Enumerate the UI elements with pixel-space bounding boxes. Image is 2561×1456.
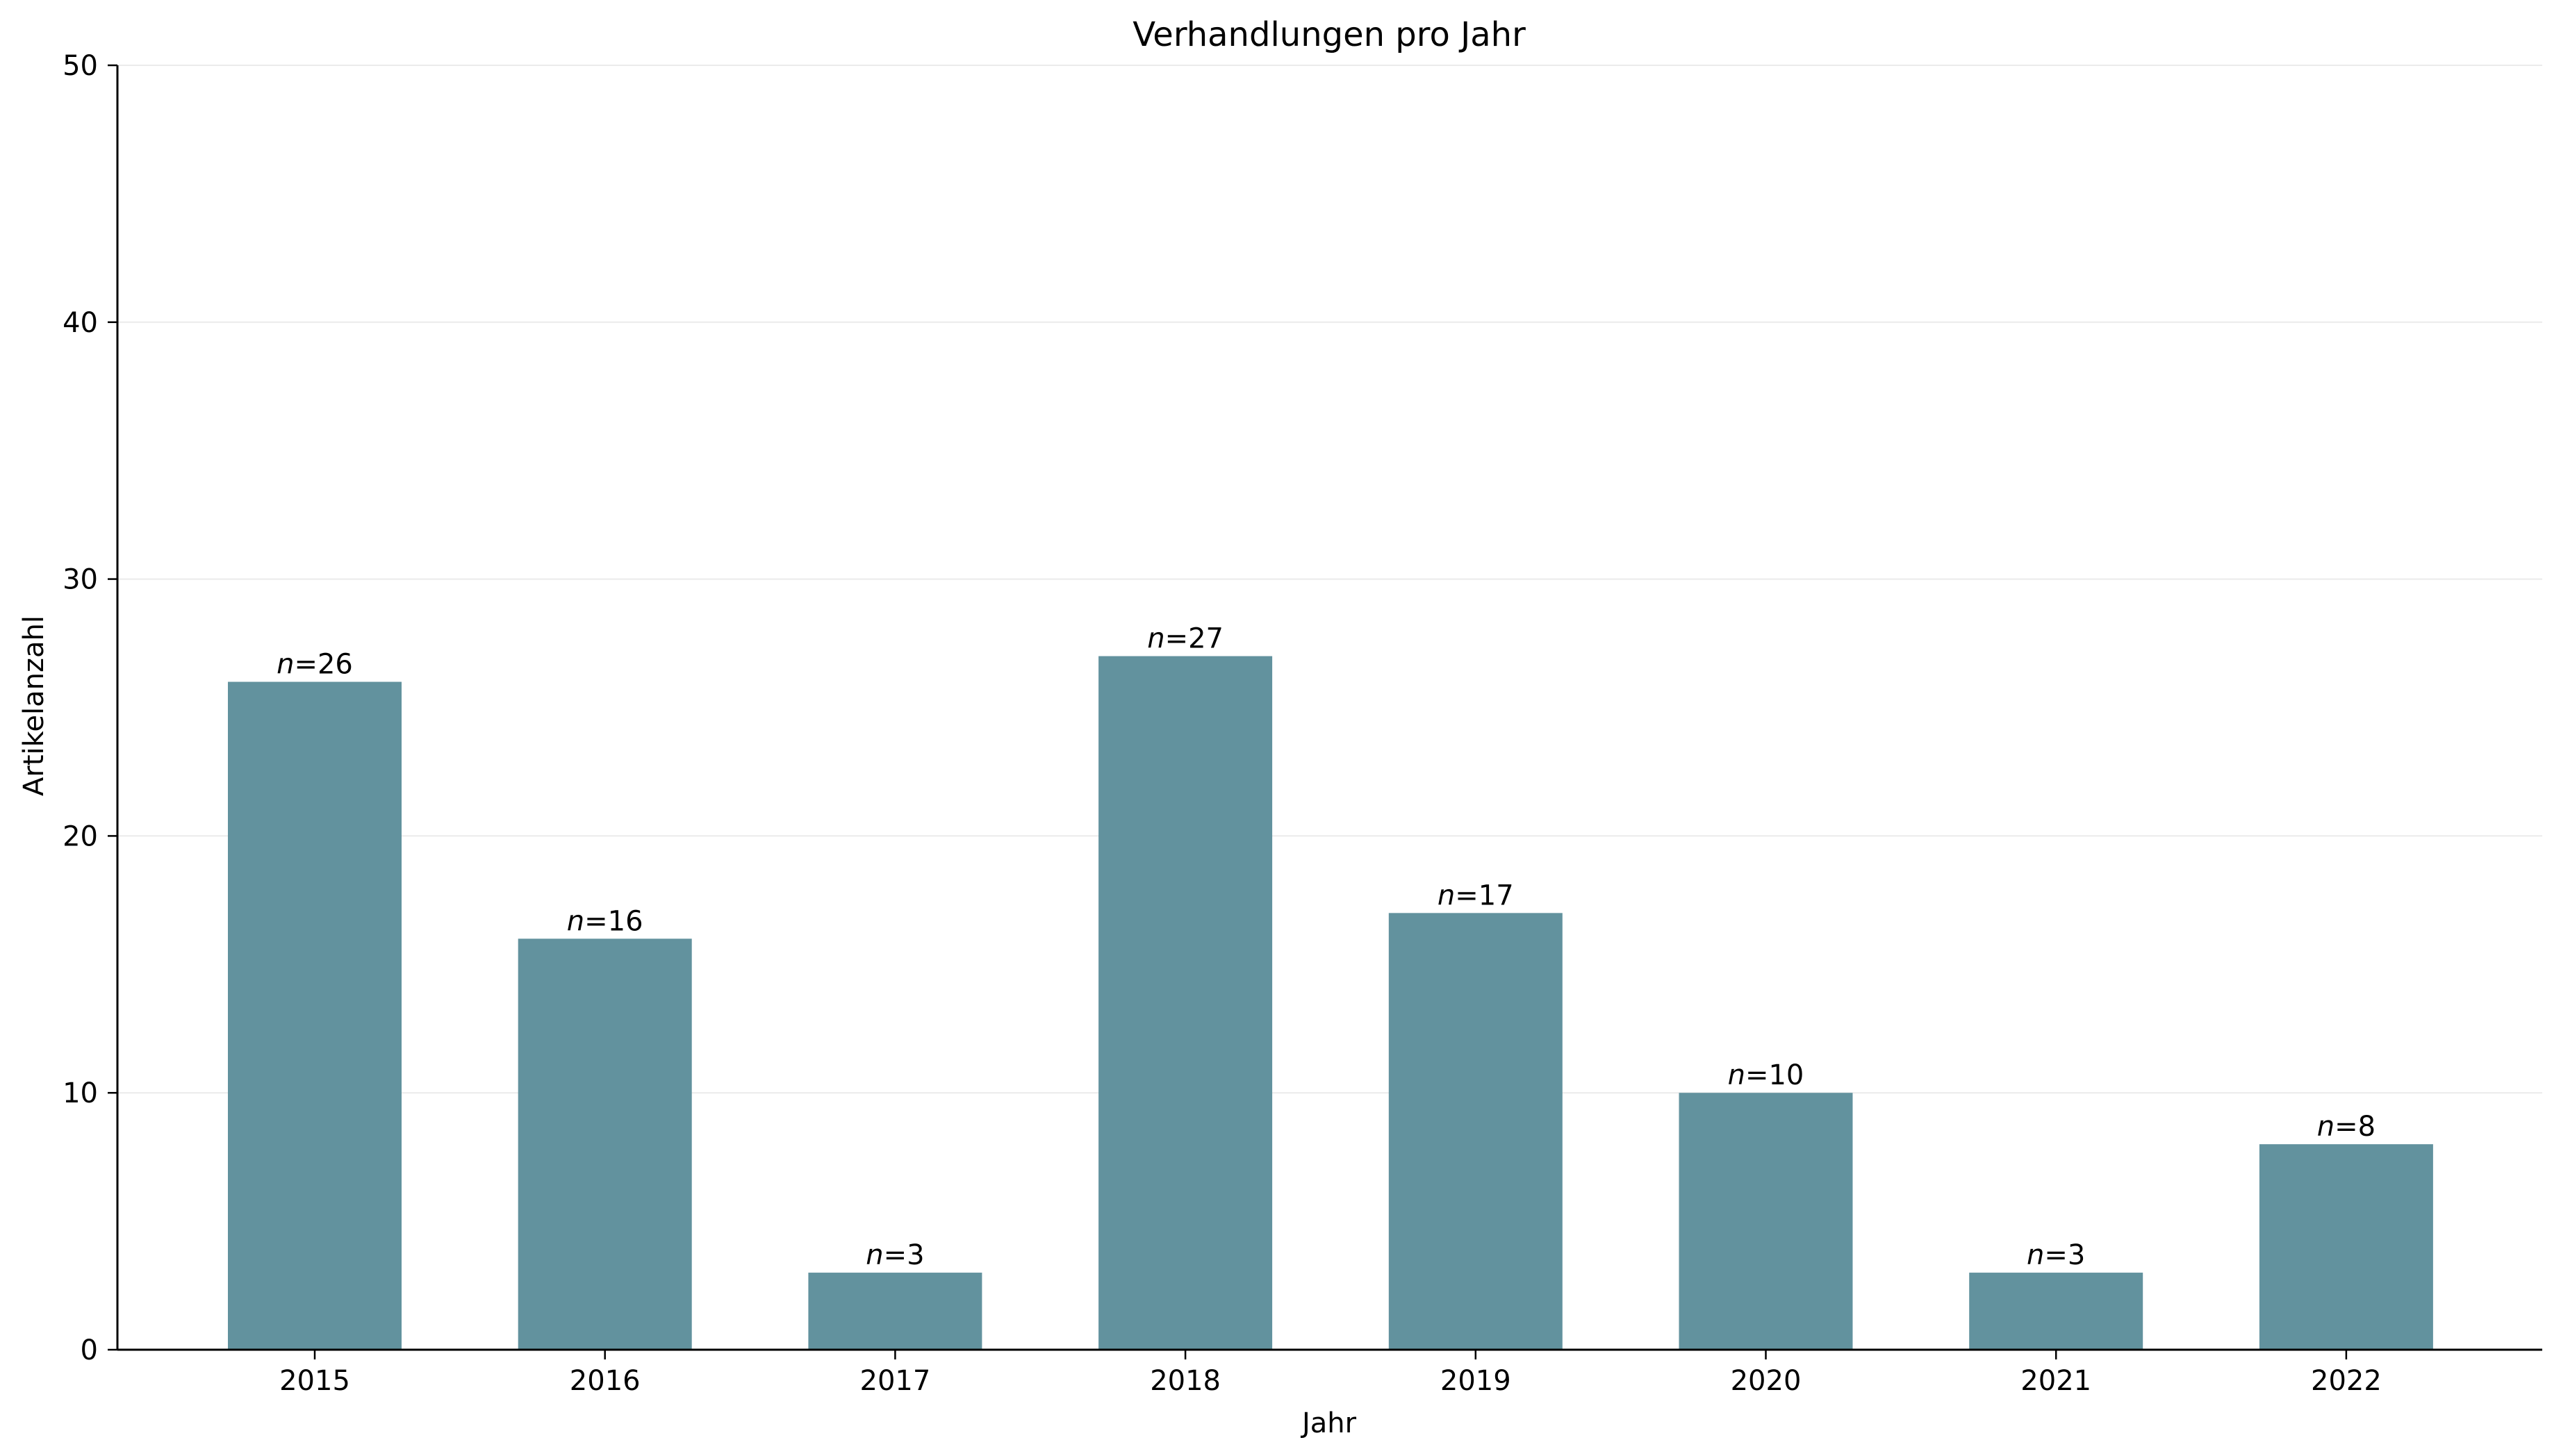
data-labels: n=26 n=16 n=3 n=27 n=17 n=10 n=3 n=8 — [277, 623, 2375, 1272]
bar-2022 — [2259, 1144, 2433, 1350]
x-tick-label: 2019 — [1440, 1365, 1511, 1397]
y-tick-label: 30 — [63, 564, 98, 596]
x-tick-label: 2018 — [1150, 1365, 1221, 1397]
bars — [228, 656, 2433, 1350]
data-label-2021: n=3 — [2027, 1239, 2085, 1271]
data-label-2015: n=26 — [277, 649, 353, 681]
bar-2019 — [1388, 913, 1563, 1350]
x-tick-label: 2022 — [2311, 1365, 2382, 1397]
x-axis-label: Jahr — [1300, 1407, 1357, 1439]
data-label-2019: n=17 — [1438, 879, 1514, 911]
data-label-2017: n=3 — [866, 1239, 924, 1271]
y-tick-label: 10 — [63, 1077, 98, 1109]
gridlines — [117, 65, 2542, 1094]
bar-2018 — [1098, 656, 1273, 1350]
data-label-2018: n=27 — [1147, 623, 1224, 655]
bar-2016 — [518, 938, 692, 1350]
bar-2021 — [1969, 1273, 2143, 1350]
x-tick-label: 2017 — [860, 1365, 931, 1397]
x-tick-label: 2015 — [279, 1365, 350, 1397]
chart-title: Verhandlungen pro Jahr — [1133, 15, 1526, 54]
x-tick-label: 2021 — [2020, 1365, 2091, 1397]
y-tick-label: 20 — [63, 820, 98, 852]
y-tick-label: 0 — [81, 1334, 98, 1366]
data-label-2020: n=10 — [1728, 1059, 1804, 1091]
y-tick-label: 40 — [63, 307, 98, 339]
data-label-2022: n=8 — [2317, 1111, 2375, 1143]
x-tick-label: 2016 — [570, 1365, 641, 1397]
x-tick-label: 2020 — [1731, 1365, 1802, 1397]
bar-2015 — [228, 681, 402, 1350]
bar-2017 — [808, 1273, 982, 1350]
axes: 0 10 20 30 40 50 2015 2016 2017 2018 2019 2020 2021 2… — [63, 50, 2542, 1397]
bar-2020 — [1679, 1093, 1853, 1350]
y-axis-label: Artikelanzahl — [18, 615, 50, 796]
data-label-2016: n=16 — [567, 905, 643, 937]
y-tick-label: 50 — [63, 50, 98, 82]
